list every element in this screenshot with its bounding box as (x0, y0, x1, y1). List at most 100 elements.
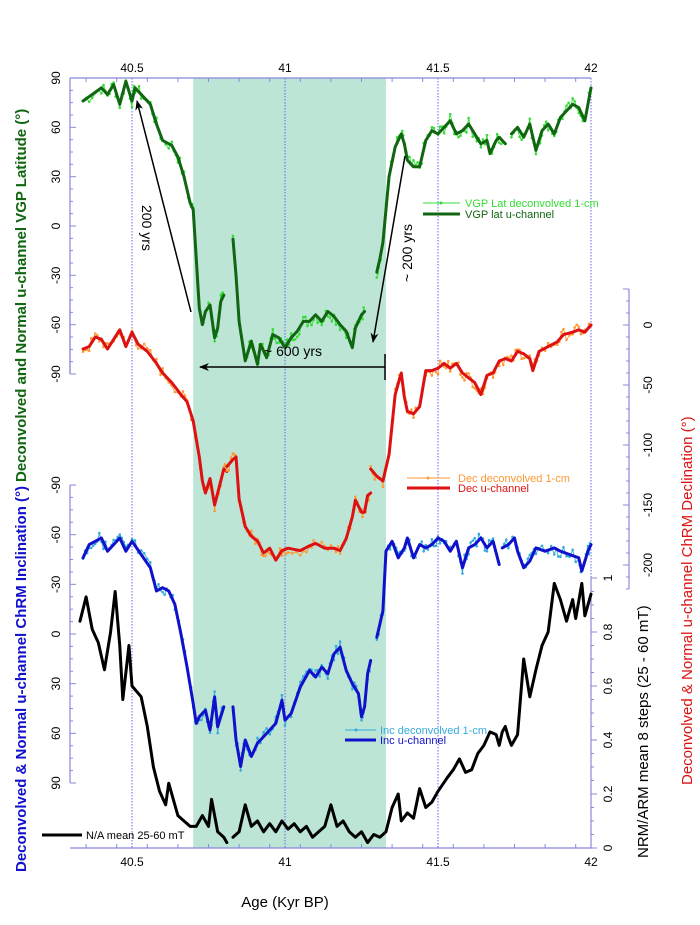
dec-deconvolved-point (577, 325, 581, 328)
legend-dec-decon: Dec deconvolved 1-cm (458, 473, 570, 485)
vgp-deconvolved-point (471, 135, 474, 139)
x-axis-title: Age (Kyr BP) (241, 894, 329, 911)
dec-deconvolved-point (159, 373, 162, 377)
vgp-deconvolved-point (271, 328, 275, 331)
dec-deconvolved-point (546, 341, 550, 345)
inc-tick-label: -30 (49, 575, 63, 593)
dec-deconvolved-point (381, 485, 385, 489)
dec-deconvolved-point (181, 389, 185, 393)
dec-tick-label: 0 (641, 321, 655, 328)
vgp-deconvolved-point (87, 100, 91, 103)
dec-u-channel-line (225, 455, 373, 562)
legend-vgp-decon: VGP Lat deconvolved 1-cm (465, 198, 599, 210)
inc-deconvolved-point (318, 675, 321, 678)
legend-na: N/A mean 25-60 mT (42, 830, 185, 842)
dec-deconvolved-point (305, 550, 308, 554)
inc-deconvolved-point (118, 533, 122, 536)
vgp-deconvolved-line (511, 87, 592, 155)
dec-deconvolved-point (575, 323, 579, 327)
vgp-deconvolved-point (442, 131, 446, 135)
dec-deconvolved-point (329, 544, 333, 547)
inc-deconvolved-point (438, 542, 442, 545)
dec-deconvolved-point (280, 554, 284, 557)
vgp-tick-label: 30 (49, 170, 63, 184)
dec-deconvolved-point (183, 394, 187, 397)
nrm-axis-title: NRM/ARM mean 8 steps (25 - 60 mT) (635, 605, 652, 858)
inc-deconvolved-point (475, 544, 479, 548)
left-200yrs-arrow (135, 100, 192, 313)
vgp-deconvolved-point (330, 320, 334, 323)
dec-deconvolved-point (81, 350, 85, 353)
vgp-tick-label: -90 (49, 365, 63, 383)
inc-u-channel-line (375, 536, 501, 639)
vgp-deconvolved-point (102, 83, 105, 87)
vgp-deconvolved-point (306, 324, 309, 328)
inc-deconvolved-point (565, 554, 568, 558)
dec-deconvolved-point (290, 551, 294, 555)
inc-deconvolved-point (314, 669, 317, 672)
vgp-deconvolved-point (273, 337, 277, 341)
bottom-x-tick-label: 41 (278, 855, 292, 869)
inc-deconvolved-point (334, 644, 338, 648)
inc-deconvolved-point (91, 544, 95, 547)
dec-deconvolved-point (227, 468, 231, 472)
dec-deconvolved-point (565, 338, 568, 342)
inc-deconvolved-point (473, 536, 477, 540)
vgp-deconvolved-point (213, 339, 216, 343)
vgp-deconvolved-point (112, 81, 115, 84)
vgp-deconvolved-point (310, 323, 313, 327)
dec-deconvolved-point (93, 332, 97, 335)
inc-deconvolved-point (505, 538, 508, 541)
vgp-deconvolved-point (100, 92, 103, 95)
dec-deconvolved-point (444, 366, 448, 370)
na-u-channel-line (78, 590, 229, 845)
dec-deconvolved-point (528, 354, 532, 357)
dec-deconvolved-point (250, 529, 253, 533)
dec-deconvolved-point (438, 359, 442, 363)
dec-tick-label: -100 (641, 433, 655, 457)
dec-deconvolved-point (473, 387, 477, 390)
vgp-deconvolved-point (544, 120, 548, 123)
top-x-tick-label: 41 (278, 61, 292, 75)
dec-deconvolved-point (520, 357, 523, 361)
dec-deconvolved-point (142, 342, 146, 346)
vgp-tick-label: 90 (49, 71, 63, 85)
inc-deconvolved-point (102, 547, 105, 551)
dec-axis-title: Deconvolved & Normal u-channel ChRM Decl… (679, 416, 696, 785)
nrm-tick-label: 0 (601, 844, 615, 851)
inc-deconvolved-point (487, 539, 491, 542)
inc-deconvolved-point (256, 736, 259, 740)
inc-deconvolved-point (139, 548, 143, 552)
inc-deconvolved-point (216, 731, 219, 735)
dec-deconvolved-point (268, 552, 272, 555)
inc-deconvolved-point (130, 537, 134, 541)
dec-deconvolved-point (491, 376, 495, 379)
dec-deconvolved-point (510, 354, 513, 357)
inc-deconvolved-point (483, 549, 487, 552)
nrm-tick-label: 1 (601, 574, 615, 581)
bottom-x-tick-label: 41.5 (426, 855, 450, 869)
vgp-deconvolved-point (304, 315, 307, 319)
top-x-tick-label: 42 (584, 61, 598, 75)
dec-deconvolved-point (229, 456, 233, 460)
inc-u-channel-line (500, 536, 593, 573)
vgp-deconvolved-point (438, 125, 442, 128)
vgp-deconvolved-point (465, 131, 468, 134)
dec-deconvolved-point (562, 327, 565, 331)
dec-deconvolved-line (370, 322, 592, 487)
vgp-deconvolved-point (207, 301, 210, 304)
dec-deconvolved-point (522, 356, 525, 360)
dec-deconvolved-point (361, 515, 364, 519)
vgp-deconvolved-line (376, 114, 506, 278)
dec-deconvolved-point (254, 542, 257, 545)
dec-deconvolved-point (312, 539, 315, 542)
vgp-deconvolved-point (295, 335, 299, 339)
vgp-tick-label: 60 (49, 120, 63, 134)
inc-deconvolved-point (534, 552, 538, 556)
dec-deconvolved-point (430, 374, 434, 377)
vgp-deconvolved-point (137, 84, 141, 88)
dec-deconvolved-point (334, 550, 338, 554)
inc-deconvolved-point (351, 687, 354, 691)
legend-dec: Dec deconvolved 1-cm Dec u-channel (407, 473, 570, 495)
vgp-deconvolved-point (302, 315, 305, 319)
